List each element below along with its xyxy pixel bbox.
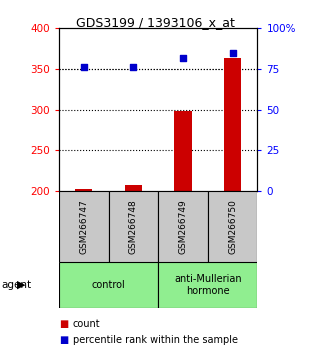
Bar [174, 112, 192, 191]
Point [131, 64, 136, 70]
Bar [59, 191, 108, 262]
Bar [59, 262, 158, 308]
Text: ■: ■ [59, 335, 68, 345]
Bar [125, 185, 142, 191]
Text: GDS3199 / 1393106_x_at: GDS3199 / 1393106_x_at [76, 17, 234, 29]
Bar [75, 189, 92, 191]
Text: ■: ■ [59, 319, 68, 329]
Text: GSM266750: GSM266750 [228, 199, 237, 254]
Text: percentile rank within the sample: percentile rank within the sample [73, 335, 238, 345]
Text: count: count [73, 319, 100, 329]
Bar [158, 191, 208, 262]
Point [230, 50, 235, 56]
Text: agent: agent [2, 280, 32, 290]
Text: anti-Mullerian
hormone: anti-Mullerian hormone [174, 274, 241, 296]
Bar [208, 191, 257, 262]
Bar [108, 191, 158, 262]
Point [180, 55, 185, 61]
Text: control: control [92, 280, 125, 290]
Point [81, 64, 86, 70]
Text: ▶: ▶ [17, 280, 25, 290]
Text: GSM266748: GSM266748 [129, 199, 138, 254]
Text: GSM266747: GSM266747 [79, 199, 88, 254]
Bar [158, 262, 257, 308]
Text: GSM266749: GSM266749 [178, 199, 188, 254]
Bar [224, 58, 241, 191]
